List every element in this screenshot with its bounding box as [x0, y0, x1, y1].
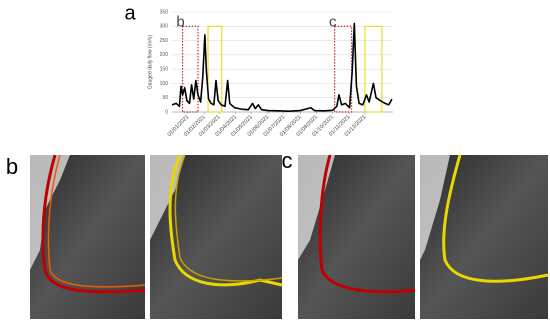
y-tick-label: 300 [160, 24, 169, 30]
y-tick-label: 250 [160, 38, 169, 44]
y-tick-label: 350 [160, 9, 169, 15]
y-tick-label: 200 [160, 52, 169, 58]
highlight-box [207, 25, 223, 113]
image-c2 [420, 154, 549, 319]
image-c1 [298, 154, 416, 319]
panel-label: a [124, 2, 136, 24]
highlight-label: b [176, 13, 184, 30]
line [171, 22, 393, 112]
y-tick-label: 0 [165, 109, 168, 115]
chart: a Gauged daily flow (m³/s) 0 50 100 150 200 2… [124, 2, 393, 138]
highlight-box [182, 25, 199, 113]
panel-label: b [6, 154, 18, 179]
highlight-box [334, 25, 353, 113]
y-tick-label: 50 [162, 95, 168, 101]
image-panels: b c [6, 150, 549, 319]
highlight-label: c [329, 13, 337, 30]
image-b2 [150, 154, 283, 319]
image-b1 [30, 154, 146, 319]
highlight-box [364, 25, 383, 113]
y-tick-label: 150 [160, 66, 169, 72]
y-tick-label: 100 [160, 81, 169, 87]
panel-label: c [282, 150, 293, 173]
y-axis-label: Gauged daily flow (m³/s) [147, 35, 153, 90]
